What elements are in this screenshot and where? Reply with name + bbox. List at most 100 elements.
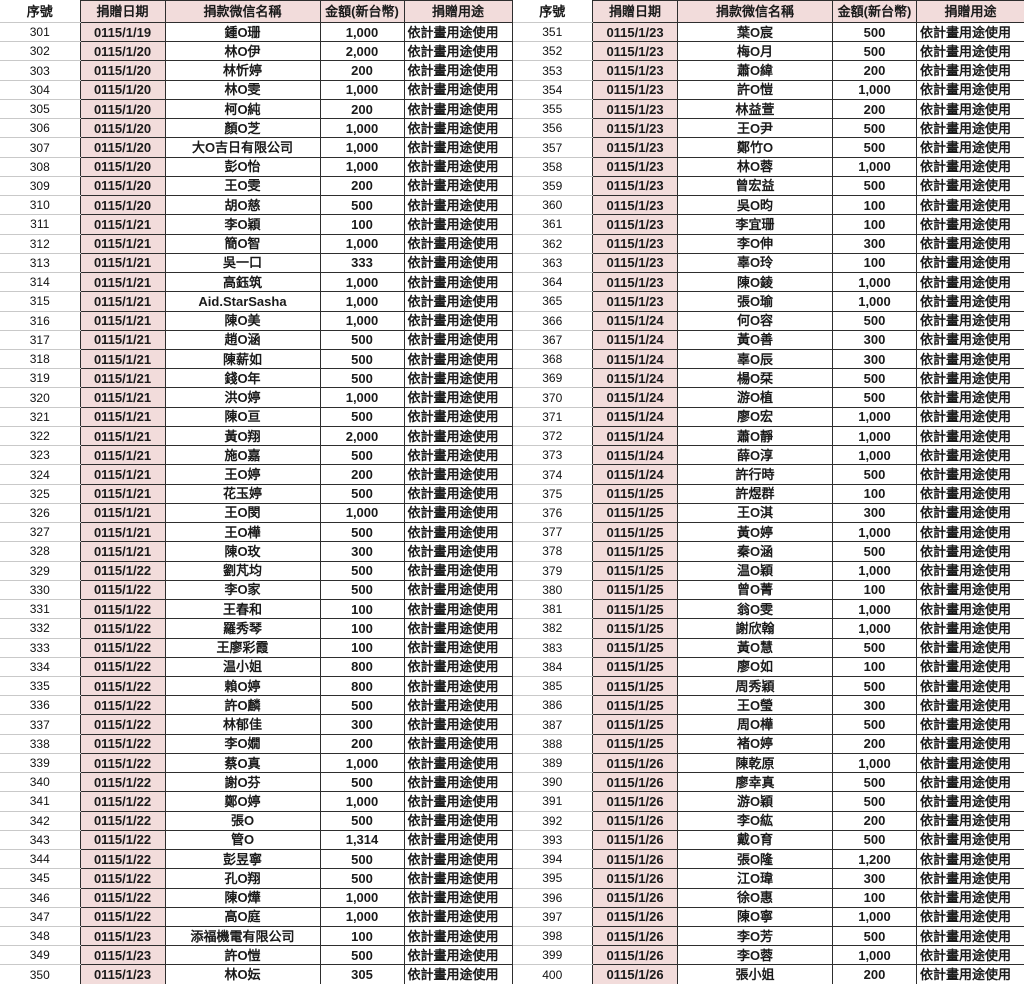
cell-serial: 355 bbox=[512, 99, 593, 120]
header-row: 序號 捐贈日期 捐款微信名稱 金額(新台幣) 捐贈用途 bbox=[0, 0, 513, 23]
cell-amount: 500 bbox=[832, 926, 917, 947]
cell-serial: 387 bbox=[512, 714, 593, 735]
cell-date: 0115/1/24 bbox=[592, 387, 678, 408]
cell-serial: 395 bbox=[512, 868, 593, 889]
cell-name: 陳薪如 bbox=[164, 348, 321, 370]
table-header-left: 序號 捐贈日期 捐款微信名稱 金額(新台幣) 捐贈用途 bbox=[0, 0, 513, 23]
table-row: 327 0115/1/21 王O樺 500 依計畫用途使用 bbox=[0, 522, 513, 543]
cell-amount: 1,000 bbox=[832, 272, 917, 293]
cell-amount: 1,314 bbox=[319, 829, 405, 851]
table-row: 304 0115/1/20 林O雯 1,000 依計畫用途使用 bbox=[0, 79, 513, 100]
column-header-purpose: 捐贈用途 bbox=[403, 0, 513, 23]
cell-amount: 100 bbox=[832, 656, 917, 677]
cell-date: 0115/1/24 bbox=[592, 406, 678, 427]
cell-name: 王O雯 bbox=[164, 175, 321, 197]
cell-amount: 500 bbox=[319, 560, 405, 581]
table-row: 397 0115/1/26 陳O寧 1,000 依計畫用途使用 bbox=[512, 906, 1024, 928]
table-row: 371 0115/1/24 廖O宏 1,000 依計畫用途使用 bbox=[512, 406, 1024, 427]
cell-amount: 2,000 bbox=[319, 41, 405, 62]
cell-amount: 200 bbox=[832, 964, 917, 984]
cell-purpose: 依計畫用途使用 bbox=[916, 695, 1024, 716]
cell-purpose: 依計畫用途使用 bbox=[403, 21, 513, 43]
cell-serial: 371 bbox=[512, 407, 593, 427]
cell-amount: 500 bbox=[832, 772, 917, 793]
table-row: 361 0115/1/23 李宜珊 100 依計畫用途使用 bbox=[512, 214, 1024, 235]
cell-purpose: 依計畫用途使用 bbox=[916, 502, 1024, 524]
cell-date: 0115/1/23 bbox=[592, 175, 678, 197]
cell-serial: 382 bbox=[512, 618, 593, 639]
cell-serial: 349 bbox=[0, 945, 80, 966]
header-row: 序號 捐贈日期 捐款微信名稱 金額(新台幣) 捐贈用途 bbox=[512, 0, 1024, 23]
cell-date: 0115/1/22 bbox=[79, 752, 166, 774]
table-row: 372 0115/1/24 蕭O靜 1,000 依計畫用途使用 bbox=[512, 425, 1024, 447]
cell-date: 0115/1/22 bbox=[79, 579, 166, 601]
cell-date: 0115/1/21 bbox=[79, 464, 166, 485]
cell-date: 0115/1/22 bbox=[79, 675, 166, 697]
cell-serial: 369 bbox=[512, 368, 593, 389]
cell-name: 施O嘉 bbox=[164, 445, 321, 466]
cell-amount: 500 bbox=[832, 368, 917, 389]
cell-serial: 342 bbox=[0, 811, 80, 831]
table-row: 320 0115/1/21 洪O婷 1,000 依計畫用途使用 bbox=[0, 387, 513, 408]
cell-date: 0115/1/22 bbox=[79, 849, 166, 870]
cell-amount: 1,000 bbox=[832, 906, 917, 928]
cell-purpose: 依計畫用途使用 bbox=[403, 675, 513, 697]
table-row: 369 0115/1/24 楊O栞 500 依計畫用途使用 bbox=[512, 368, 1024, 389]
cell-name: 花玉婷 bbox=[164, 483, 321, 504]
cell-serial: 374 bbox=[512, 464, 593, 485]
cell-serial: 388 bbox=[512, 734, 593, 754]
cell-date: 0115/1/26 bbox=[592, 945, 678, 966]
cell-serial: 363 bbox=[512, 253, 593, 274]
cell-amount: 500 bbox=[832, 714, 917, 735]
cell-serial: 390 bbox=[512, 772, 593, 793]
cell-amount: 1,000 bbox=[319, 887, 405, 908]
cell-serial: 364 bbox=[512, 272, 593, 293]
cell-amount: 300 bbox=[832, 233, 917, 254]
table-row: 347 0115/1/22 高O庭 1,000 依計畫用途使用 bbox=[0, 906, 513, 928]
cell-purpose: 依計畫用途使用 bbox=[403, 272, 513, 293]
cell-name: 洪O婷 bbox=[164, 387, 321, 408]
cell-name: 賴O婷 bbox=[164, 675, 321, 697]
cell-date: 0115/1/26 bbox=[592, 791, 678, 812]
cell-name: 黃O翔 bbox=[164, 425, 321, 447]
cell-serial: 384 bbox=[512, 657, 593, 677]
cell-name: 褚O婷 bbox=[677, 733, 833, 754]
cell-date: 0115/1/21 bbox=[79, 291, 166, 312]
cell-purpose: 依計畫用途使用 bbox=[403, 656, 513, 677]
cell-purpose: 依計畫用途使用 bbox=[916, 522, 1024, 543]
cell-amount: 1,000 bbox=[319, 906, 405, 928]
cell-serial: 396 bbox=[512, 888, 593, 908]
cell-serial: 310 bbox=[0, 195, 80, 216]
table-row: 333 0115/1/22 王廖彩霞 100 依計畫用途使用 bbox=[0, 637, 513, 658]
cell-purpose: 依計畫用途使用 bbox=[916, 41, 1024, 62]
cell-name: 陳O錂 bbox=[677, 272, 833, 293]
cell-amount: 500 bbox=[832, 175, 917, 197]
cell-serial: 323 bbox=[0, 445, 80, 466]
cell-serial: 318 bbox=[0, 349, 80, 370]
cell-amount: 300 bbox=[832, 329, 917, 350]
table-row: 358 0115/1/23 林O蓉 1,000 依計畫用途使用 bbox=[512, 156, 1024, 177]
cell-serial: 329 bbox=[0, 561, 80, 581]
cell-name: 周秀穎 bbox=[677, 675, 833, 697]
cell-name: 周O樺 bbox=[677, 714, 833, 735]
cell-amount: 500 bbox=[319, 329, 405, 350]
cell-purpose: 依計畫用途使用 bbox=[403, 406, 513, 427]
table-row: 368 0115/1/24 辜O辰 300 依計畫用途使用 bbox=[512, 348, 1024, 370]
table-row: 302 0115/1/20 林O伊 2,000 依計畫用途使用 bbox=[0, 41, 513, 62]
cell-serial: 399 bbox=[512, 945, 593, 966]
cell-purpose: 依計畫用途使用 bbox=[403, 445, 513, 466]
cell-amount: 500 bbox=[832, 464, 917, 485]
table-row: 348 0115/1/23 添福機電有限公司 100 依計畫用途使用 bbox=[0, 926, 513, 947]
cell-date: 0115/1/22 bbox=[79, 791, 166, 812]
cell-date: 0115/1/23 bbox=[592, 214, 678, 235]
cell-serial: 360 bbox=[512, 195, 593, 216]
cell-date: 0115/1/21 bbox=[79, 406, 166, 427]
cell-amount: 305 bbox=[319, 964, 405, 984]
table-row: 321 0115/1/21 陳O亘 500 依計畫用途使用 bbox=[0, 406, 513, 427]
column-header-date: 捐贈日期 bbox=[592, 0, 678, 23]
table-row: 377 0115/1/25 黃O婷 1,000 依計畫用途使用 bbox=[512, 522, 1024, 543]
cell-date: 0115/1/24 bbox=[592, 329, 678, 350]
cell-amount: 500 bbox=[319, 868, 405, 889]
table-row: 346 0115/1/22 陳O燁 1,000 依計畫用途使用 bbox=[0, 887, 513, 908]
column-header-date: 捐贈日期 bbox=[79, 0, 166, 23]
